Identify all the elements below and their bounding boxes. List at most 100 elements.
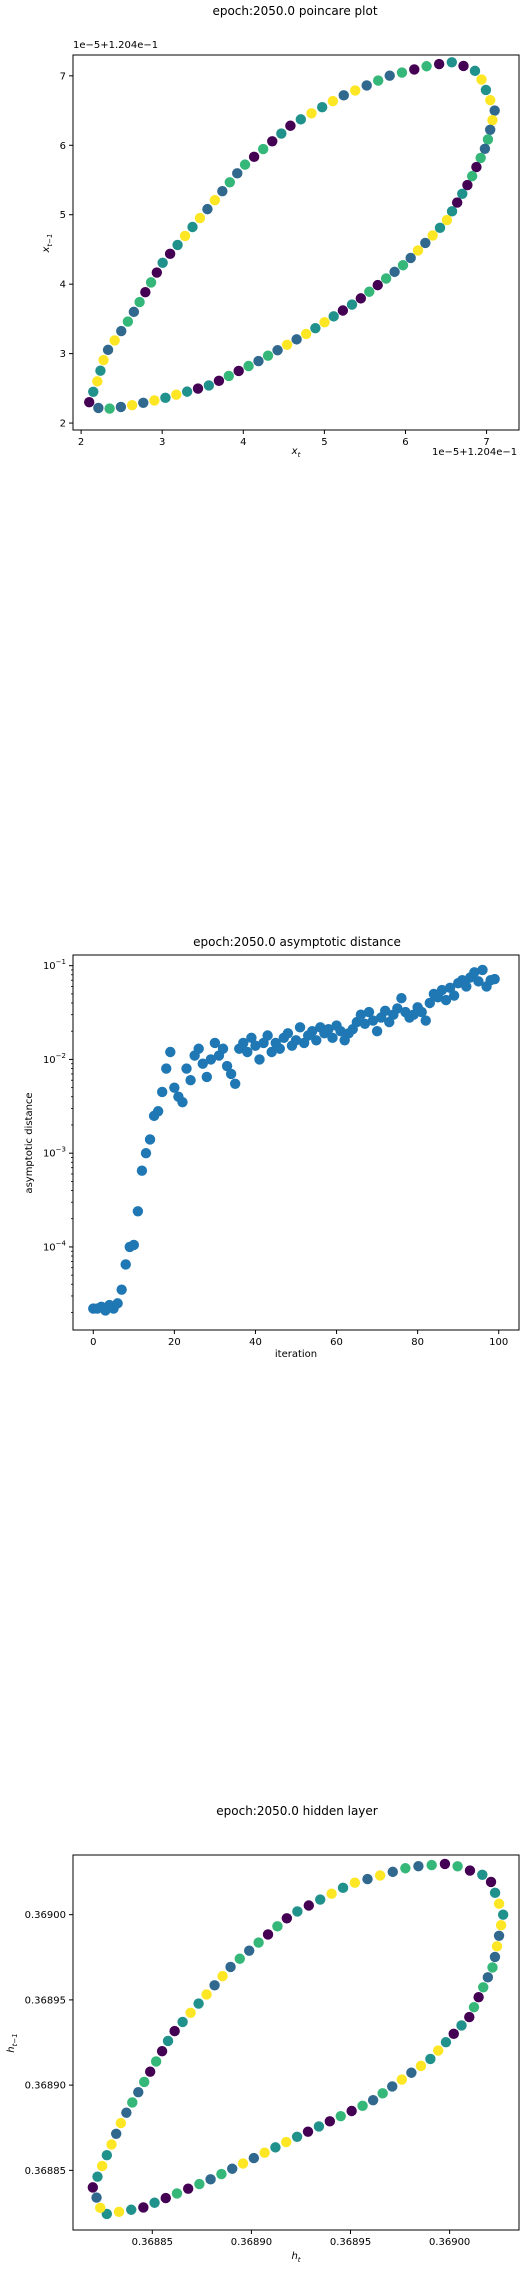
scatter-point <box>92 2171 103 2182</box>
scatter-point <box>495 1920 507 1931</box>
scatter-point <box>185 1075 196 1086</box>
scatter-point <box>290 1035 302 1046</box>
y-tick-label: 0.36900 <box>25 1910 66 1921</box>
scatter-point <box>136 1165 148 1176</box>
hidden-y-label: ht−1 <box>6 2033 19 2052</box>
scatter-point <box>355 1009 367 1020</box>
x-tick-label: 2 <box>78 437 84 448</box>
scatter-point <box>132 1206 144 1217</box>
hidden-y-label-main: h <box>6 2046 17 2052</box>
scatter-point <box>205 1054 217 1065</box>
scatter-point <box>364 286 375 297</box>
scatter-point <box>285 120 296 131</box>
scatter-point <box>372 279 383 291</box>
scatter-point <box>313 2121 325 2132</box>
scatter-point <box>489 1951 501 1963</box>
scatter-point <box>387 2081 398 2092</box>
scatter-point <box>110 2128 122 2139</box>
scatter-point <box>302 2126 314 2137</box>
scatter-point <box>311 1035 322 1046</box>
scatter-point <box>193 1043 204 1054</box>
x-tick-label: 0.36885 <box>132 2237 173 2248</box>
scatter-point <box>128 306 140 318</box>
scatter-point <box>201 1071 212 1083</box>
scatter-point <box>300 328 312 340</box>
scatter-point <box>468 2001 480 2013</box>
scatter-point <box>441 214 453 226</box>
scatter-point <box>412 245 424 256</box>
scatter-point <box>224 177 236 188</box>
scatter-point <box>380 1005 391 1017</box>
scatter-point <box>270 2142 281 2153</box>
scatter-point <box>497 1909 509 1920</box>
scatter-point <box>223 370 235 382</box>
scatter-point <box>477 1869 488 1880</box>
scatter-point <box>157 257 168 268</box>
scatter-point <box>262 1929 274 1940</box>
scatter-point <box>337 1882 349 1894</box>
scatter-point <box>374 1870 386 1881</box>
scatter-point <box>272 1921 283 1932</box>
scatter-point <box>177 2016 188 2028</box>
scatter-point <box>138 397 149 409</box>
scatter-point <box>471 161 482 173</box>
scatter-point <box>291 334 302 345</box>
scatter-point <box>179 230 191 242</box>
scatter-point <box>93 402 104 414</box>
scatter-point <box>346 299 358 310</box>
scatter-point <box>384 70 395 81</box>
scatter-point <box>457 188 468 200</box>
scatter-point <box>88 386 99 397</box>
scatter-point <box>225 1068 237 1080</box>
scatter-point <box>328 311 339 322</box>
scatter-point <box>462 179 473 191</box>
scatter-point <box>213 375 225 387</box>
y-tick-label: 0.36895 <box>25 1995 66 2006</box>
scatter-point <box>416 1006 427 1018</box>
hidden-x-label-sub: t <box>298 2256 301 2264</box>
scatter-point <box>238 1037 249 1049</box>
hidden-x-label: ht <box>291 2251 300 2264</box>
scatter-point <box>456 2020 467 2031</box>
poincare-y-label-main: x <box>41 247 52 254</box>
asymptotic-chart: epoch:2050.0 asymptotic distance 0 20 40 60… <box>24 935 520 1360</box>
scatter-point <box>84 397 95 408</box>
scatter-point <box>221 1060 233 1072</box>
scatter-point <box>177 1096 188 1108</box>
scatter-point <box>389 266 400 278</box>
y-tick-label: 10−1 <box>43 958 66 972</box>
scatter-point <box>282 1028 294 1039</box>
scatter-point <box>478 1982 489 1993</box>
scatter-point <box>257 143 269 155</box>
scatter-point <box>448 990 460 1001</box>
scatter-point <box>160 2192 171 2204</box>
scatter-point <box>327 95 339 107</box>
scatter-point <box>150 2056 162 2067</box>
scatter-point <box>489 1887 501 1899</box>
poincare-x-axis: 2 3 4 5 6 7 <box>78 430 490 448</box>
scatter-point <box>248 151 260 163</box>
scatter-point <box>194 212 206 224</box>
scatter-point <box>473 976 484 987</box>
scatter-point <box>335 1026 346 1037</box>
scatter-point <box>315 1894 326 1905</box>
scatter-point <box>169 2025 180 2037</box>
scatter-point <box>413 1861 424 1872</box>
scatter-point <box>487 114 498 126</box>
scatter-point <box>101 2150 113 2161</box>
scatter-point <box>233 365 244 377</box>
y-tick-label: 6 <box>60 141 66 152</box>
scatter-point <box>387 1866 398 1878</box>
scatter-point <box>485 95 496 106</box>
scatter-point <box>209 1980 220 1991</box>
scatter-point <box>295 114 307 125</box>
y-tick-base: 10 <box>43 1055 56 1066</box>
scatter-point <box>392 1003 403 1014</box>
scatter-point <box>469 65 481 77</box>
scatter-point <box>122 316 134 327</box>
scatter-point <box>466 170 478 182</box>
scatter-point <box>227 2163 238 2174</box>
scatter-point <box>253 355 264 367</box>
scatter-point <box>310 322 321 334</box>
